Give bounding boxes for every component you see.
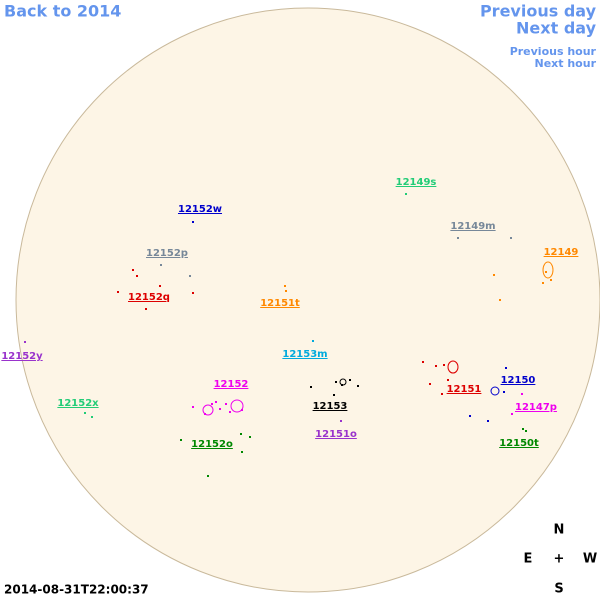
sunspot — [522, 428, 524, 430]
previous-day-link[interactable]: Previous day — [480, 2, 597, 21]
timestamp: 2014-08-31T22:00:37 — [4, 583, 149, 597]
sunspot — [211, 403, 213, 405]
sunspot — [349, 379, 351, 381]
sunspot — [511, 413, 513, 415]
sunspot — [240, 433, 242, 435]
sunspot — [503, 391, 505, 393]
sunspot — [447, 379, 449, 381]
sunspot — [215, 401, 217, 403]
sunspot — [145, 308, 147, 310]
sunspot — [545, 271, 547, 273]
region-label[interactable]: 12152o — [191, 439, 233, 450]
sunspot — [505, 367, 507, 369]
compass-center: + — [554, 552, 565, 567]
sunspot — [550, 279, 552, 281]
sunspot — [521, 393, 523, 395]
sunspot — [241, 451, 243, 453]
sunspot-umbra — [202, 404, 214, 416]
sunspot — [469, 415, 471, 417]
sunspot — [525, 430, 527, 432]
sunspot — [136, 275, 138, 277]
compass-west: W — [583, 552, 597, 567]
next-hour-link[interactable]: Next hour — [535, 57, 597, 70]
back-year-link[interactable]: Back to 2014 — [4, 2, 121, 21]
region-label[interactable]: 12150 — [501, 375, 536, 386]
region-label[interactable]: 12152p — [146, 248, 188, 259]
sunspot — [192, 221, 194, 223]
region-label[interactable]: 12151o — [315, 429, 357, 440]
sunspot — [225, 403, 227, 405]
region-label[interactable]: 12153m — [282, 349, 327, 360]
sunspot — [510, 237, 512, 239]
sunspot — [180, 439, 182, 441]
sunspot — [542, 282, 544, 284]
sunspot — [249, 436, 251, 438]
sunspot — [192, 406, 194, 408]
sunspot — [435, 365, 437, 367]
sunspot — [160, 264, 162, 266]
compass-south: S — [554, 582, 563, 597]
region-label[interactable]: 12152w — [178, 204, 222, 215]
region-label[interactable]: 12152y — [1, 351, 43, 362]
sunspot — [405, 193, 407, 195]
sunspot — [285, 290, 287, 292]
sunspot — [493, 274, 495, 276]
sunspot-umbra — [490, 386, 500, 396]
solar-disk — [15, 7, 600, 593]
sunspot — [457, 237, 459, 239]
region-label[interactable]: 12149s — [396, 177, 437, 188]
sunspot — [340, 420, 342, 422]
sunspot — [487, 420, 489, 422]
region-label[interactable]: 12149m — [450, 221, 495, 232]
sunspot — [189, 275, 191, 277]
compass-east: E — [524, 552, 533, 567]
compass: N E + W S — [524, 523, 598, 597]
sunspot — [312, 340, 314, 342]
sunspot — [422, 361, 424, 363]
next-day-link[interactable]: Next day — [516, 19, 597, 38]
sunspot — [219, 408, 221, 410]
previous-hour-link[interactable]: Previous hour — [510, 45, 597, 58]
sunspot — [207, 475, 209, 477]
region-label[interactable]: 12152 — [214, 379, 249, 390]
region-label[interactable]: 12153 — [313, 401, 348, 412]
sunspot — [499, 299, 501, 301]
sunspot — [333, 394, 335, 396]
sunspot — [443, 364, 445, 366]
sunspot-umbra — [339, 378, 347, 386]
sunspot-umbra — [447, 360, 459, 374]
region-label[interactable]: 12151t — [260, 298, 300, 309]
sunspot — [335, 381, 337, 383]
sunspot — [229, 411, 231, 413]
region-label[interactable]: 12147p — [515, 402, 557, 413]
region-label[interactable]: 12151 — [447, 384, 482, 395]
sunspot — [284, 285, 286, 287]
compass-north: N — [554, 523, 565, 538]
sunspot — [310, 386, 312, 388]
region-label[interactable]: 12149 — [544, 247, 579, 258]
sunspot — [91, 416, 93, 418]
sunspot — [429, 383, 431, 385]
region-label[interactable]: 12150t — [499, 438, 539, 449]
region-label[interactable]: 12152q — [128, 292, 170, 303]
sunspot — [357, 385, 359, 387]
sunspot — [24, 341, 26, 343]
sunspot — [84, 412, 86, 414]
sunspot — [441, 393, 443, 395]
sunspot-umbra — [542, 261, 554, 279]
sunspot-umbra — [230, 399, 244, 413]
region-label[interactable]: 12152x — [57, 398, 99, 409]
sunspot — [159, 285, 161, 287]
sunspot — [192, 292, 194, 294]
sunspot — [117, 291, 119, 293]
sunspot — [132, 269, 134, 271]
